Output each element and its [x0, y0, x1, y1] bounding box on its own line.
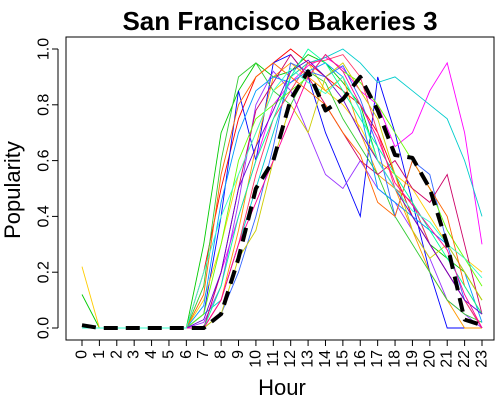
x-tick-label: 1 — [91, 350, 108, 359]
series-line-10 — [82, 53, 483, 329]
x-tick-label: 18 — [387, 350, 404, 368]
x-tick-label: 23 — [474, 350, 491, 368]
x-tick-label: 10 — [247, 350, 264, 368]
x-tick-label: 15 — [334, 350, 351, 368]
x-tick-label: 6 — [178, 350, 195, 359]
x-tick-label: 17 — [369, 350, 386, 368]
chart-title: San Francisco Bakeries 3 — [122, 6, 437, 36]
x-tick-label: 22 — [456, 350, 473, 368]
x-tick-label: 5 — [160, 350, 177, 359]
x-axis-label: Hour — [258, 375, 306, 400]
x-tick-label: 7 — [195, 350, 212, 359]
mean-series-group — [81, 69, 483, 330]
x-tick-label: 3 — [126, 350, 143, 359]
x-tick-label: 20 — [421, 350, 438, 368]
x-axis: 0 1 2 3 4 5 6 7 8 9 10 11 12 13 14 15 16 17 18 19 20 21 22 23 — [74, 339, 491, 368]
x-tick-label: 8 — [213, 350, 230, 359]
x-tick-label: 14 — [317, 350, 334, 368]
y-axis: 0.0 0.2 0.4 0.6 0.8 1.0 — [36, 38, 59, 339]
series-line-2 — [82, 54, 482, 329]
x-tick-label: 11 — [265, 350, 282, 367]
y-axis-label: Popularity — [0, 141, 25, 239]
x-tick-label: 19 — [404, 350, 421, 368]
series-line-1 — [81, 54, 483, 329]
series-line-11 — [82, 53, 483, 329]
x-tick-label: 12 — [282, 350, 299, 368]
y-tick-label: 0.8 — [36, 94, 53, 116]
y-tick-label: 0.2 — [36, 261, 53, 283]
background-series-group — [81, 48, 483, 329]
y-tick-label: 0.6 — [36, 149, 53, 171]
x-tick-label: 16 — [352, 350, 369, 368]
series-line-12 — [82, 54, 483, 329]
y-tick-label: 0.0 — [36, 317, 53, 339]
x-tick-label: 2 — [108, 350, 125, 359]
x-tick-label: 21 — [439, 350, 456, 368]
series-line-19 — [82, 67, 483, 329]
y-tick-label: 0.4 — [36, 205, 53, 227]
x-tick-label: 0 — [74, 350, 91, 359]
x-tick-label: 13 — [300, 350, 317, 368]
x-tick-label: 9 — [230, 350, 247, 359]
x-tick-label: 4 — [143, 350, 160, 359]
series-line-9 — [82, 62, 483, 329]
y-tick-label: 1.0 — [36, 38, 53, 60]
series-line-18 — [82, 53, 483, 329]
series-line-17 — [82, 59, 483, 329]
mean-series-line — [81, 69, 483, 330]
